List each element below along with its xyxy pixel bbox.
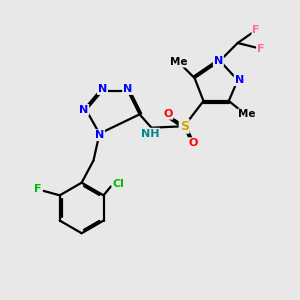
Text: N: N	[79, 105, 88, 115]
Text: S: S	[180, 120, 189, 133]
Text: N: N	[95, 130, 104, 140]
Text: Cl: Cl	[112, 179, 124, 189]
Text: N: N	[98, 84, 107, 94]
Text: F: F	[34, 184, 42, 194]
Text: N: N	[214, 56, 223, 66]
Text: N: N	[235, 75, 244, 85]
Text: NH: NH	[141, 129, 159, 139]
Text: O: O	[163, 109, 172, 119]
Text: Me: Me	[170, 57, 188, 67]
Text: N: N	[123, 84, 132, 94]
Text: F: F	[257, 44, 265, 54]
Text: F: F	[252, 25, 260, 35]
Text: Me: Me	[238, 109, 256, 119]
Text: O: O	[188, 138, 198, 148]
